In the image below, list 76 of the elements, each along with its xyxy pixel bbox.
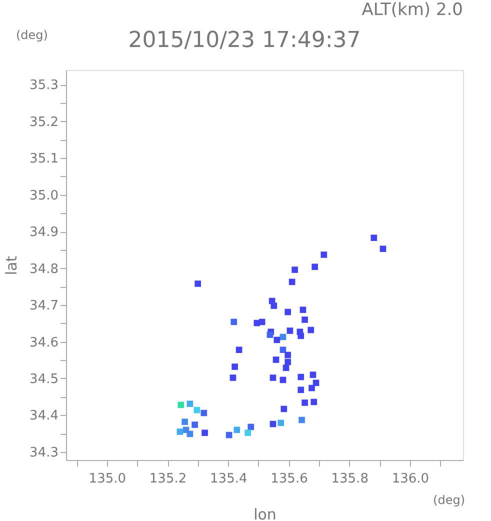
chart-title: 2015/10/23 17:49:37 [128, 28, 361, 53]
point [292, 266, 298, 273]
point [194, 280, 201, 287]
y-tick-label: 35.2 [30, 114, 58, 130]
point [270, 302, 278, 309]
point [258, 318, 266, 326]
text: ALT(km) 2.0 [362, 0, 463, 20]
point [202, 430, 208, 436]
point [186, 430, 194, 438]
y-tick-label: 34.4 [30, 408, 58, 424]
y-tick-label: 34.7 [30, 298, 58, 314]
point [280, 346, 286, 353]
point [288, 278, 296, 286]
point [280, 334, 286, 340]
point [298, 332, 304, 340]
y-axis-title: lat [2, 256, 21, 276]
point [270, 420, 276, 428]
y-tick-label: 34.8 [30, 262, 58, 277]
point [282, 364, 290, 371]
x-tick-label: 135.2 [149, 472, 187, 486]
point [186, 400, 194, 407]
point [298, 374, 304, 380]
point [308, 384, 315, 392]
point [200, 410, 208, 416]
point [236, 346, 242, 353]
y-tick-label: 35.0 [30, 188, 58, 204]
point [182, 418, 188, 425]
point [272, 356, 280, 363]
point [284, 352, 291, 358]
x-tick-label: 135.8 [331, 472, 368, 486]
point [370, 234, 378, 241]
point [308, 326, 314, 334]
y-tick-label: 34.3 [30, 445, 58, 460]
point [192, 422, 198, 428]
point [278, 420, 284, 426]
point [298, 386, 304, 394]
x-axis-title: lon [254, 506, 276, 521]
y-tick-label: 35.3 [30, 78, 58, 94]
point [194, 406, 200, 414]
point [230, 374, 236, 381]
y-tick-label: 35.1 [30, 152, 58, 167]
text: (deg) [433, 493, 465, 507]
point [230, 318, 238, 326]
point [320, 252, 328, 258]
point [302, 316, 308, 323]
point [232, 364, 238, 370]
point [244, 430, 251, 436]
point [274, 336, 280, 344]
x-tick-label: 135.4 [210, 472, 248, 486]
point [380, 246, 386, 252]
point [312, 380, 320, 386]
point [302, 400, 308, 406]
point [298, 416, 305, 424]
point [280, 406, 288, 412]
point [266, 332, 274, 338]
y-tick-label: 34.6 [30, 335, 58, 350]
point [312, 264, 318, 270]
point [248, 424, 254, 430]
y-tick-label: 34.9 [30, 225, 58, 240]
point [270, 374, 276, 381]
point [280, 376, 286, 384]
point [176, 428, 184, 435]
x-tick-label: 135.6 [270, 472, 308, 486]
point [284, 308, 291, 316]
point [310, 398, 318, 406]
point [226, 432, 232, 438]
x-tick-label: 136.0 [392, 472, 430, 486]
point [178, 402, 184, 408]
point [234, 426, 240, 434]
point [310, 372, 316, 378]
point [286, 328, 294, 334]
y-tick-label: 34.5 [30, 372, 58, 387]
point [284, 358, 291, 366]
x-tick-label: 135.0 [88, 472, 126, 486]
point [300, 306, 306, 313]
text: (deg) [16, 28, 48, 42]
